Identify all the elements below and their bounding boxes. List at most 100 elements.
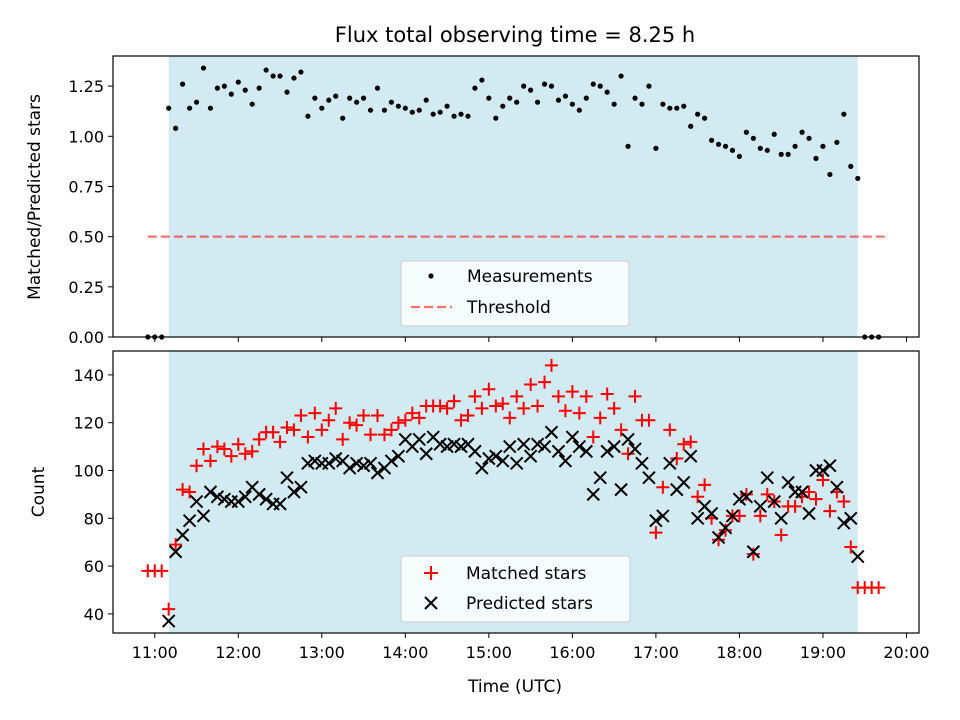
matched-star-point (510, 389, 524, 403)
matched-star-point (252, 432, 266, 446)
ratio-y-tick-label: 0.75 (68, 177, 104, 196)
predicted-star-point (781, 475, 795, 490)
measurement-point (242, 87, 248, 93)
matched-star-point (788, 499, 802, 513)
matched-star-point (670, 452, 684, 466)
predicted-star-point (816, 463, 830, 478)
predicted-star-point (837, 516, 851, 530)
count-legend-box (400, 555, 631, 623)
predicted-star-point (767, 494, 781, 509)
measurement-point (813, 155, 819, 161)
predicted-star-point (189, 494, 204, 509)
matched-star-point (155, 564, 169, 578)
matched-star-point (544, 358, 558, 372)
predicted-star-point (419, 447, 433, 461)
count-panel: 40 60 80 100 120 140 11:00 12:00 13:00 14:00 15:0… (29, 350, 930, 697)
predicted-star-point (231, 494, 245, 509)
predicted-star-point (294, 480, 308, 494)
predicted-star-point (544, 425, 559, 439)
predicted-star-point (823, 459, 837, 473)
measurement-point (409, 109, 415, 115)
predicted-star-point (711, 530, 726, 545)
measurement-point (493, 115, 499, 121)
measurement-point (451, 113, 457, 119)
matched-star-point (802, 485, 816, 499)
measurement-point (235, 79, 241, 85)
measurement-point (367, 107, 374, 113)
predicted-star-point (718, 521, 733, 535)
matched-star-point (621, 447, 635, 461)
measurement-point (541, 81, 548, 87)
predicted-star-point (656, 509, 670, 523)
predicted-star-point (844, 511, 858, 525)
predicted-star-point (802, 506, 816, 521)
measurement-point (186, 105, 193, 111)
predicted-star-point (565, 430, 580, 444)
matched-star-point (579, 389, 593, 403)
measurement-point (688, 123, 694, 129)
matched-star-point (732, 509, 746, 523)
ratio-panel: 0.00 0.25 0.50 0.75 1.00 1.25 Flux total obse… (25, 23, 920, 347)
predicted-star-point (273, 497, 287, 511)
measurement-point (214, 85, 221, 91)
matched-star-point (503, 411, 517, 425)
ratio-y-tick-label: 0.00 (68, 328, 104, 347)
predicted-star-point (642, 470, 656, 485)
ratio-panel-frame (112, 55, 920, 338)
measurement-point (298, 69, 304, 75)
matched-star-point (217, 442, 231, 456)
matched-star-point (433, 399, 447, 413)
legend-dot-icon (428, 273, 434, 279)
measurement-point (312, 95, 318, 101)
measurement-point (319, 105, 325, 111)
measurement-point (291, 75, 297, 81)
measurement-point (256, 85, 262, 91)
matched-star-point (238, 447, 252, 461)
measurement-point (660, 101, 666, 107)
predicted-star-point (280, 470, 294, 485)
count-y-tick-label: 80 (84, 509, 104, 528)
predicted-star-point (503, 439, 517, 454)
matched-star-point (350, 418, 364, 432)
predicted-star-point (586, 487, 600, 502)
measurement-point (555, 97, 562, 103)
matched-star-point (517, 401, 531, 415)
predicted-star-point (593, 470, 607, 485)
measurement-point (534, 99, 541, 105)
measurement-point (597, 83, 603, 89)
measurement-point (548, 83, 555, 89)
matched-star-point (816, 473, 830, 487)
measurement-point (374, 85, 381, 91)
measurement-point (562, 93, 569, 99)
x-tick-label: 17:00 (633, 643, 679, 662)
measurement-point (757, 145, 763, 151)
matched-star-point (308, 406, 322, 420)
matched-star-point (642, 413, 656, 427)
matched-star-point (224, 449, 238, 463)
legend-label-predicted: Predicted stars (466, 594, 593, 614)
matched-star-point (656, 480, 670, 494)
matched-star-point (280, 420, 294, 434)
predicted-star-point (851, 549, 865, 564)
matched-star-point (489, 399, 503, 413)
matched-star-point (294, 409, 308, 423)
x-tick-label: 11:00 (132, 643, 178, 662)
chart-title: Flux total observing time = 8.25 h (335, 23, 695, 47)
predicted-star-point (516, 437, 531, 451)
matched-star-point (844, 540, 858, 554)
measurement-point (528, 87, 534, 93)
matched-star-point (391, 416, 405, 430)
measurement-point (500, 103, 506, 109)
count-y-tick-label: 120 (73, 414, 104, 433)
measurement-point (354, 99, 360, 105)
x-tick-label: 18:00 (716, 643, 762, 662)
measurement-point (249, 101, 255, 107)
measurement-point (514, 99, 520, 105)
measurement-point (180, 81, 186, 87)
predicted-star-point (739, 490, 754, 504)
ratio-y-axis-label: Matched/Predicted stars (25, 94, 45, 300)
matched-star-point (565, 385, 579, 399)
measurement-point (333, 93, 339, 99)
matched-star-point (558, 404, 572, 418)
ratio-y-tick-label: 1.00 (68, 127, 104, 146)
